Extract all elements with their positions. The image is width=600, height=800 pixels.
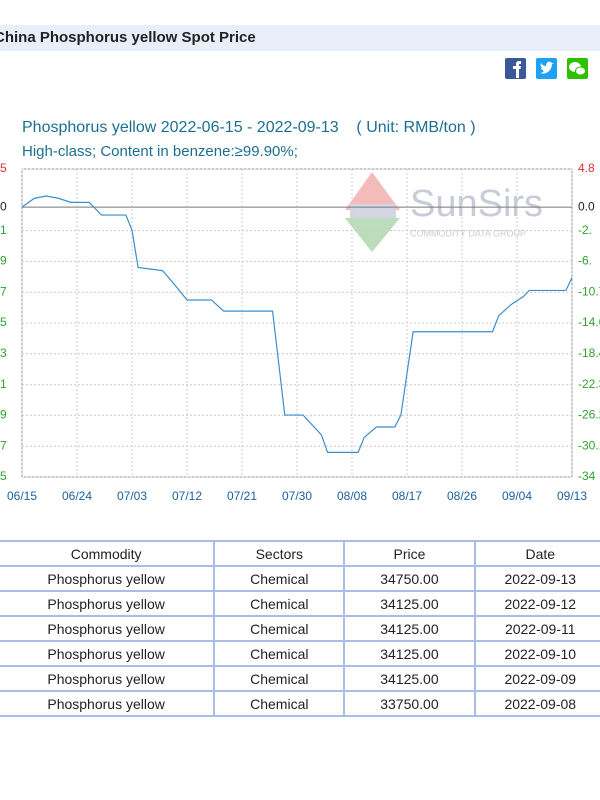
header-bar: China Phosphorus yellow Spot Price [0,25,600,51]
y-tick-label: 0.0 [578,199,595,213]
y-tick-label: -2. [578,223,592,237]
y2-tick-label: 9 [0,254,7,268]
table-cell: Phosphorus yellow [0,640,216,667]
y-tick-label: -22.36 [578,377,600,391]
y2-tick-label: 5 [0,469,7,483]
x-tick-label: 08/17 [392,489,422,503]
y-tick-label: -14.6 [578,315,600,329]
wechat-icon[interactable] [567,58,588,79]
y2-tick-label: 7 [0,438,7,452]
table-row: Phosphorus yellow Chemical 33750.00 2022-09… [0,690,600,717]
table-cell: Phosphorus yellow [0,590,216,617]
y-tick-label: -10.72 [578,284,600,298]
y-tick-label: -34 [578,469,596,483]
y-tick-label: 4.8 [578,161,595,175]
facebook-icon[interactable] [505,58,526,79]
table-row: Phosphorus yellow Chemical 34125.00 2022-09… [0,590,600,617]
column-header: Sectors [213,540,346,567]
column-header: Commodity [0,540,216,567]
y2-tick-label: 5 [0,315,7,329]
y-tick-label: -30.12 [578,438,600,452]
y2-tick-label: 7 [0,284,7,298]
table-cell: Chemical [213,640,346,667]
table-row: Phosphorus yellow Chemical 34125.00 2022-09… [0,665,600,692]
table-cell: 2022-09-13 [473,565,600,592]
table-cell: 34750.00 [343,565,476,592]
table-cell: 2022-09-08 [473,690,600,717]
y2-tick-label: 5 [0,161,7,175]
price-line [21,195,573,453]
x-tick-label: 06/24 [62,489,92,503]
chart: Phosphorus yellow 2022-06-15 - 2022-09-1… [0,119,600,503]
y-tick-label: -26.24 [578,408,600,422]
y2-tick-label: 0 [0,199,7,213]
watermark: SunSirs [410,183,543,225]
column-header: Date [473,540,600,567]
table-cell: 34125.00 [343,590,476,617]
table-cell: Phosphorus yellow [0,665,216,692]
table-cell: 34125.00 [343,615,476,642]
y2-tick-label: 9 [0,408,7,422]
table-row: Phosphorus yellow Chemical 34125.00 2022-09… [0,615,600,642]
twitter-icon[interactable] [536,58,557,79]
x-tick-label: 09/13 [557,489,587,503]
table-cell: Chemical [213,665,346,692]
table-cell: Chemical [213,590,346,617]
table-cell: Chemical [213,615,346,642]
table-cell: Phosphorus yellow [0,690,216,717]
table-cell: Chemical [213,690,346,717]
table-cell: Chemical [213,565,346,592]
column-header: Price [343,540,476,567]
price-table: Commodity Sectors Price Date Phosphorus yell… [0,540,600,717]
share-icons [505,58,588,79]
table-cell: 33750.00 [343,690,476,717]
y-tick-label: -6. [578,254,592,268]
chart-title: Phosphorus yellow 2022-06-15 - 2022-09-1… [22,119,476,136]
x-tick-label: 08/08 [337,489,367,503]
table-row: Phosphorus yellow Chemical 34125.00 2022-09… [0,640,600,667]
table-row: Phosphorus yellow Chemical 34750.00 2022-09… [0,565,600,592]
table-cell: 34125.00 [343,640,476,667]
table-cell: 2022-09-12 [473,590,600,617]
watermark-logo [345,172,400,252]
x-tick-label: 07/12 [172,489,202,503]
chart-subtitle: High-class; Content in benzene:≥99.90%; [22,143,298,160]
y-tick-label: -18.48 [578,346,600,360]
x-tick-label: 06/15 [7,489,37,503]
y2-tick-label: 3 [0,346,7,360]
y2-tick-label: 1 [0,377,7,391]
table-cell: 2022-09-09 [473,665,600,692]
y2-tick-label: 1 [0,223,7,237]
x-tick-label: 07/21 [227,489,257,503]
table-cell: 2022-09-11 [473,615,600,642]
table-cell: Phosphorus yellow [0,615,216,642]
x-tick-label: 08/26 [447,489,477,503]
watermark: COMMODITY DATA GROUP [410,228,526,238]
table-cell: 34125.00 [343,665,476,692]
x-tick-label: 09/04 [502,489,532,503]
x-tick-label: 07/03 [117,489,147,503]
header-row: Commodity Sectors Price Date [0,540,600,567]
x-tick-label: 07/30 [282,489,312,503]
header-title: China Phosphorus yellow Spot Price [0,29,256,46]
table-cell: Phosphorus yellow [0,565,216,592]
table-cell: 2022-09-10 [473,640,600,667]
